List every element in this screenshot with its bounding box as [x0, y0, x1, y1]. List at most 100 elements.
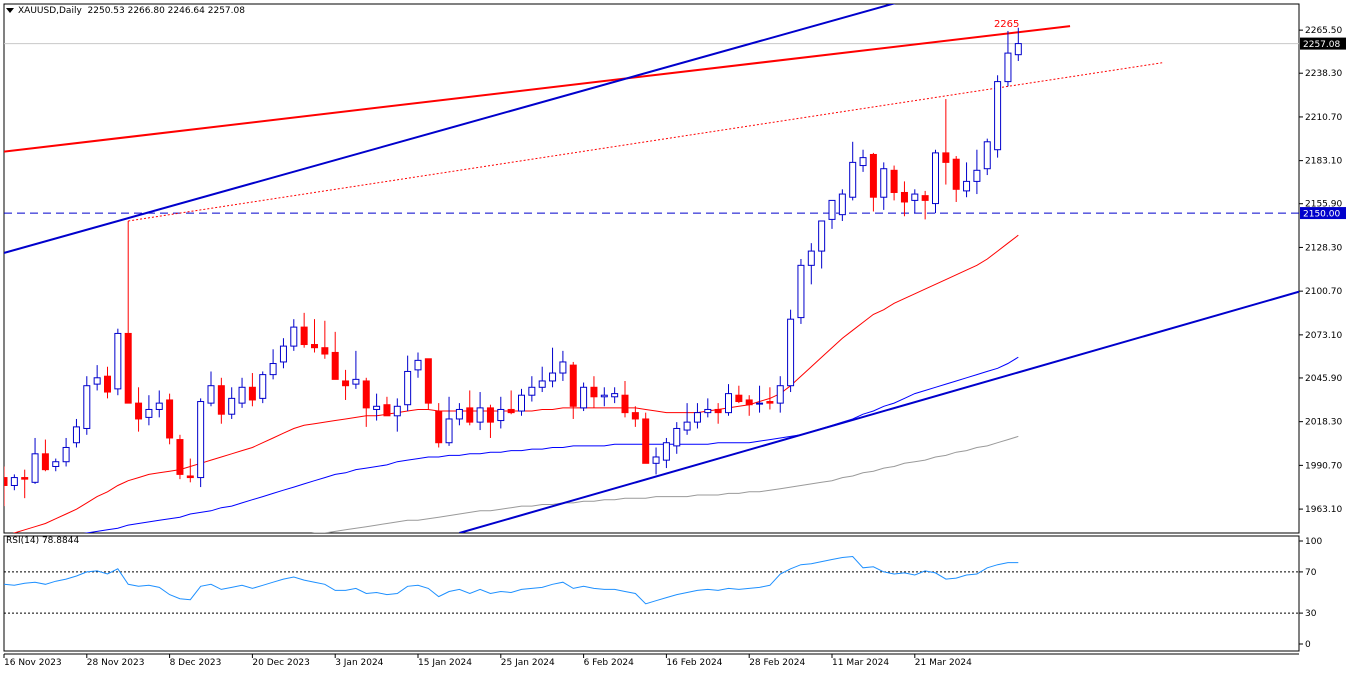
candle-body [631, 412, 639, 420]
candle-body [352, 378, 360, 385]
candle-body [849, 161, 857, 198]
current-price-badge [1300, 37, 1346, 50]
price-tick-label: 2155.90 [1305, 200, 1342, 210]
candle-body [383, 404, 391, 417]
candle-body [186, 475, 194, 479]
candle-body [197, 401, 205, 479]
candle-body [342, 380, 350, 387]
candle-body [238, 386, 246, 404]
symbol-label: XAUUSD,Daily [18, 6, 82, 16]
trendline-4 [459, 290, 1299, 533]
level-price-badge [1300, 207, 1346, 220]
candle-body [155, 402, 163, 410]
collapse-caret-icon[interactable] [6, 8, 14, 13]
candle-body [393, 405, 401, 417]
price-panel-frame [3, 3, 1300, 534]
candle-body [642, 418, 650, 464]
rsi-tick-label: 100 [1305, 537, 1322, 547]
price-tick-label: 2210.70 [1305, 113, 1342, 123]
candle-body [818, 220, 826, 252]
candle-body [404, 370, 412, 406]
candle-body [31, 453, 39, 483]
price-tick-label: 2183.10 [1305, 157, 1342, 167]
candle-body [652, 456, 660, 464]
candle-body [83, 385, 91, 429]
candle-body [497, 408, 505, 422]
candle-body [538, 380, 546, 388]
price-tick-label: 2100.70 [1305, 287, 1342, 297]
candle-body [890, 169, 898, 193]
candle-body [466, 407, 474, 423]
candle-body [290, 326, 298, 347]
candle-body [311, 344, 318, 349]
candle-body [279, 345, 287, 363]
candle-body [124, 332, 132, 404]
candle-body [621, 394, 629, 414]
date-tick-label: 8 Dec 2023 [170, 658, 222, 668]
candle-body [445, 418, 453, 444]
moving-average-line-3 [311, 435, 1019, 533]
candle-body [476, 407, 484, 423]
candle-body [745, 399, 753, 406]
candle-body [549, 372, 557, 382]
candle-body [880, 168, 888, 198]
candle-body [807, 250, 815, 266]
price-tick-label: 2238.30 [1305, 69, 1342, 79]
candle-body [114, 332, 122, 390]
candle-body [683, 421, 691, 431]
date-tick-label: 3 Jan 2024 [335, 658, 383, 668]
date-tick-label: 16 Nov 2023 [4, 658, 62, 668]
candle-body [228, 397, 236, 415]
ohlc-header: 2250.53 2266.80 2246.64 2257.08 [87, 6, 245, 16]
candle-body [248, 386, 256, 401]
candle-body [145, 408, 153, 418]
price-tick-label: 1963.10 [1305, 505, 1342, 515]
candle-body [52, 461, 60, 467]
rsi-title: RSI(14) 78.8844 [6, 536, 80, 546]
candle-body [424, 358, 432, 404]
price-tick-label: 2073.10 [1305, 331, 1342, 341]
candle-body [756, 402, 764, 405]
candle-body [973, 169, 981, 182]
candle-body [321, 347, 329, 355]
candle-body [518, 394, 525, 412]
candle-body [828, 199, 836, 220]
candle-body [4, 477, 8, 486]
candle-body [921, 195, 929, 201]
rsi-tick-label: 70 [1305, 568, 1317, 578]
candle-body [300, 326, 308, 346]
date-tick-label: 21 Mar 2024 [915, 658, 972, 668]
trendline-1 [4, 25, 1071, 153]
candle-body [776, 385, 784, 404]
candle-body [766, 401, 774, 404]
candle-body [62, 446, 70, 463]
trendline-2 [128, 62, 1164, 222]
date-tick-label: 28 Feb 2024 [749, 658, 805, 668]
chart-title: XAUUSD,Daily 2250.53 2266.80 2246.64 225… [18, 6, 245, 16]
candle-body [900, 191, 908, 203]
candle-body [259, 374, 267, 399]
candle-body [166, 399, 174, 439]
price-plot-area: 2265 [4, 4, 1299, 533]
rsi-line [4, 555, 1019, 605]
candle-body [1004, 52, 1012, 83]
rsi-tick-label: 30 [1305, 609, 1317, 619]
candle-body [580, 386, 588, 409]
date-tick-label: 11 Mar 2024 [832, 658, 889, 668]
date-tick-label: 15 Jan 2024 [418, 658, 472, 668]
candle-body [269, 363, 277, 376]
candle-body [704, 408, 712, 414]
rsi-plot-area [4, 555, 1299, 614]
candle-body [662, 442, 670, 461]
candle-body [569, 364, 577, 407]
candle-body [21, 477, 29, 480]
date-tick-label: 28 Nov 2023 [87, 658, 145, 668]
candle-body [869, 153, 877, 198]
candle-body [787, 318, 795, 387]
candle-body [559, 361, 567, 374]
peak-annotation: 2265 [994, 19, 1019, 30]
date-tick-label: 20 Dec 2023 [252, 658, 310, 668]
candle-body [72, 426, 80, 444]
